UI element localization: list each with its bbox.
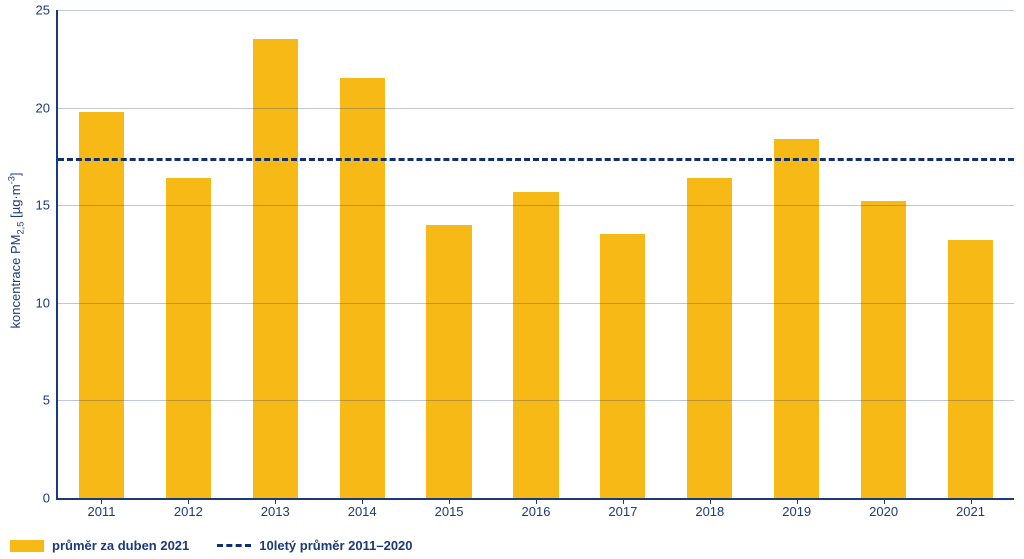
bar-slot: 2021 — [927, 10, 1014, 498]
bar-slot: 2012 — [145, 10, 232, 498]
bar — [513, 192, 558, 498]
x-tick-label: 2019 — [782, 498, 811, 519]
y-axis-title-text: koncentrace PM2,5 [µg·m-3] — [7, 172, 26, 328]
bar-slot: 2011 — [58, 10, 145, 498]
legend-item-dash: 10letý průměr 2011–2020 — [217, 538, 412, 553]
legend: průměr za duben 2021 10letý průměr 2011–… — [10, 538, 413, 553]
bar-slot: 2013 — [232, 10, 319, 498]
bar-slot: 2017 — [579, 10, 666, 498]
bar-slot: 2019 — [753, 10, 840, 498]
y-tick-label: 15 — [28, 198, 58, 213]
bar-slot: 2016 — [493, 10, 580, 498]
legend-item-bar: průměr za duben 2021 — [10, 538, 189, 553]
x-tick-label: 2014 — [348, 498, 377, 519]
x-tick-label: 2020 — [869, 498, 898, 519]
y-tick-label: 0 — [28, 491, 58, 506]
bar — [79, 112, 124, 498]
legend-swatch-bar — [10, 540, 44, 552]
legend-label-dash: 10letý průměr 2011–2020 — [259, 538, 412, 553]
plot-area: 2011201220132014201520162017201820192020… — [56, 10, 1014, 500]
y-axis-title: koncentrace PM2,5 [µg·m-3] — [6, 0, 26, 500]
x-tick-label: 2012 — [174, 498, 203, 519]
y-tick-label: 10 — [28, 295, 58, 310]
grid-line — [58, 400, 1014, 401]
legend-swatch-dash — [217, 544, 251, 547]
x-tick-label: 2016 — [522, 498, 551, 519]
x-tick-label: 2017 — [608, 498, 637, 519]
bar — [340, 78, 385, 498]
bar — [687, 178, 732, 498]
bar-slot: 2020 — [840, 10, 927, 498]
y-tick-label: 5 — [28, 393, 58, 408]
legend-label-bar: průměr za duben 2021 — [52, 538, 189, 553]
grid-line — [58, 303, 1014, 304]
x-tick-label: 2013 — [261, 498, 290, 519]
bar — [166, 178, 211, 498]
grid-line — [58, 205, 1014, 206]
x-tick-label: 2015 — [435, 498, 464, 519]
grid-line — [58, 108, 1014, 109]
bar — [426, 225, 471, 498]
x-tick-label: 2018 — [695, 498, 724, 519]
bar-slot: 2015 — [406, 10, 493, 498]
y-tick-label: 25 — [28, 3, 58, 18]
x-tick-label: 2021 — [956, 498, 985, 519]
grid-line — [58, 10, 1014, 11]
bar — [774, 139, 819, 498]
bar-slot: 2018 — [666, 10, 753, 498]
bars-container: 2011201220132014201520162017201820192020… — [58, 10, 1014, 498]
reference-line — [58, 158, 1014, 161]
bar — [861, 201, 906, 498]
bar — [948, 240, 993, 498]
bar — [600, 234, 645, 498]
x-tick-label: 2011 — [87, 498, 115, 519]
y-tick-label: 20 — [28, 100, 58, 115]
pm25-bar-chart: koncentrace PM2,5 [µg·m-3] 2011201220132… — [0, 0, 1024, 559]
bar-slot: 2014 — [319, 10, 406, 498]
